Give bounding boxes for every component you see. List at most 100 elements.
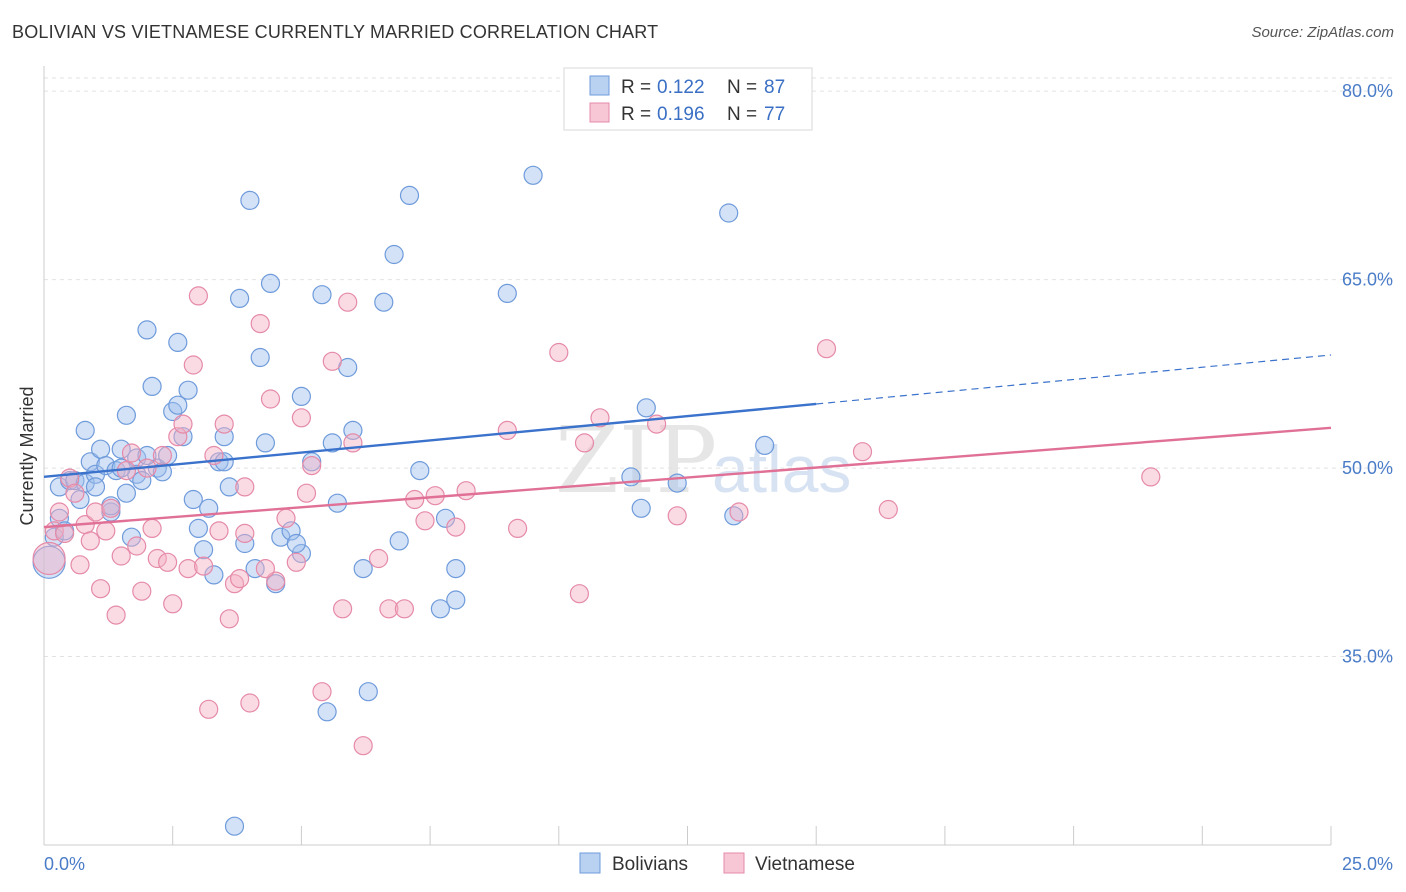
legend-n-value-vietnamese: 77: [764, 104, 785, 125]
point-vietnamese: [235, 523, 255, 544]
trend-line-bolivians: [43, 402, 817, 479]
point-vietnamese: [219, 609, 239, 629]
point-bolivians: [317, 702, 337, 722]
point-bolivians: [446, 558, 466, 579]
point-vietnamese: [173, 414, 193, 434]
axes: 35.0% 50.0% 65.0% 80.0% 0.0% 25.0%: [43, 66, 1393, 874]
point-bolivians: [80, 452, 100, 472]
point-bolivians: [240, 190, 260, 210]
point-bolivians: [255, 433, 275, 453]
point-bolivians: [497, 283, 517, 303]
point-vietnamese: [194, 556, 214, 576]
data-points: [32, 165, 1161, 836]
point-vietnamese: [250, 314, 270, 334]
point-vietnamese: [230, 568, 250, 589]
point-bolivians: [137, 320, 157, 340]
point-bolivians: [142, 376, 162, 396]
legend: R = 0.122 N = 87 R = 0.196 N = 77: [563, 67, 813, 131]
point-bolivians: [168, 332, 188, 352]
point-vietnamese: [121, 443, 142, 463]
y-axis-title: Currently Married: [17, 386, 37, 525]
legend-n-label-bolivians: N =: [727, 77, 757, 98]
point-vietnamese: [497, 420, 517, 440]
source-label: Source: ZipAtlas.com: [1251, 24, 1394, 41]
point-vietnamese: [394, 599, 414, 619]
legend-r-value-bolivians: 0.122: [657, 77, 705, 98]
point-vietnamese: [574, 433, 595, 453]
point-vietnamese: [276, 508, 296, 528]
point-vietnamese: [549, 342, 569, 363]
point-vietnamese: [266, 571, 286, 591]
point-bolivians: [724, 506, 744, 526]
point-bolivians: [260, 273, 281, 293]
point-vietnamese: [142, 518, 162, 539]
point-bolivians: [168, 395, 188, 415]
legend-r-label-vietnamese: R =: [621, 104, 651, 125]
point-bolivians: [291, 386, 311, 406]
point-vietnamese: [240, 693, 260, 713]
point-vietnamese: [127, 536, 147, 556]
point-bolivians: [374, 292, 394, 312]
point-bolivians: [446, 590, 466, 610]
point-vietnamese: [456, 481, 476, 501]
point-bolivians: [224, 816, 245, 836]
watermark-zip: ZIP: [555, 407, 717, 514]
point-vietnamese: [199, 699, 219, 719]
point-bolivians: [85, 477, 106, 497]
point-vietnamese: [338, 292, 358, 312]
point-vietnamese: [152, 445, 172, 466]
point-vietnamese: [878, 499, 898, 520]
y-tick-label: 80.0%: [1342, 81, 1393, 101]
point-bolivians: [250, 347, 270, 368]
point-vietnamese: [590, 408, 610, 428]
point-vietnamese: [312, 682, 332, 702]
point-bolivians: [132, 471, 152, 491]
point-bolivians: [188, 518, 208, 539]
bottom-legend-swatch-vietnamese: [723, 852, 745, 874]
point-vietnamese: [70, 555, 90, 575]
point-vietnamese: [188, 286, 208, 306]
point-vietnamese: [224, 574, 245, 594]
point-bolivians: [384, 244, 404, 265]
watermark-atlas: atlas: [712, 432, 851, 506]
point-bolivians: [631, 498, 651, 518]
legend-n-label-vietnamese: N =: [727, 104, 757, 125]
bottom-legend: Bolivians Vietnamese: [579, 852, 855, 875]
point-bolivians: [219, 477, 239, 497]
chart-title: BOLIVIAN VS VIETNAMESE CURRENTLY MARRIED…: [12, 22, 659, 42]
point-bolivians: [389, 531, 409, 551]
point-bolivians: [245, 558, 265, 579]
legend-r-value-vietnamese: 0.196: [657, 104, 705, 125]
point-vietnamese: [235, 477, 255, 497]
point-bolivians: [286, 533, 306, 554]
point-vietnamese: [286, 552, 306, 572]
point-vietnamese: [667, 506, 687, 526]
point-bolivians: [230, 288, 250, 308]
point-bolivians: [163, 401, 183, 422]
point-vietnamese: [415, 511, 435, 531]
point-vietnamese: [260, 389, 281, 409]
point-vietnamese: [101, 498, 121, 518]
point-vietnamese: [333, 599, 353, 619]
bottom-legend-label-vietnamese: Vietnamese: [755, 854, 855, 875]
bottom-legend-label-bolivians: Bolivians: [612, 854, 688, 875]
point-bolivians: [235, 533, 255, 554]
trend-extension-bolivians: [816, 354, 1332, 405]
point-vietnamese: [32, 541, 66, 576]
y-tick-label: 50.0%: [1342, 458, 1393, 478]
point-vietnamese: [1141, 467, 1161, 487]
point-vietnamese: [49, 502, 70, 522]
point-bolivians: [312, 285, 332, 305]
point-bolivians: [44, 527, 64, 547]
point-vietnamese: [132, 581, 152, 601]
point-vietnamese: [65, 483, 85, 503]
point-bolivians: [291, 543, 311, 564]
point-bolivians: [111, 439, 131, 459]
point-vietnamese: [446, 517, 466, 537]
point-vietnamese: [302, 456, 322, 476]
point-vietnamese: [80, 531, 100, 551]
point-vietnamese: [178, 558, 198, 579]
point-vietnamese: [90, 579, 111, 599]
point-bolivians: [116, 405, 137, 425]
